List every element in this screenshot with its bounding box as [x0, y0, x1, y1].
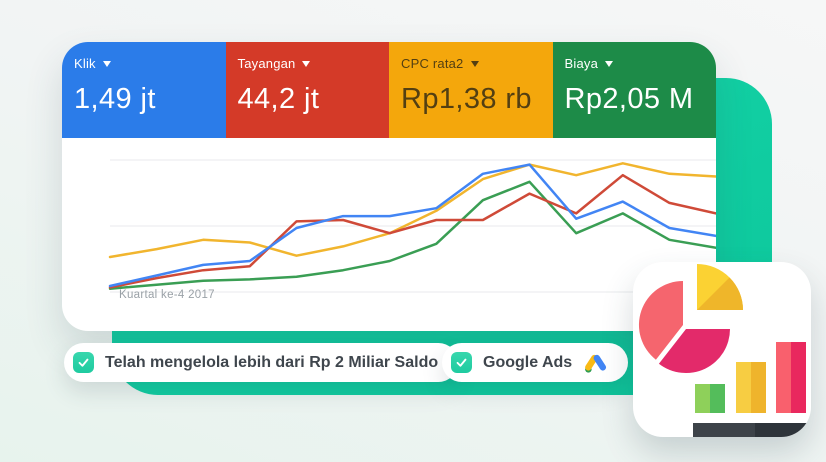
metric-dropdown[interactable]: Biaya: [565, 56, 707, 71]
metric-value: 1,49 jt: [74, 83, 156, 115]
metric-tiles-row: Klik 1,49 jt Tayangan 44,2 jt CPC rata2 …: [62, 42, 716, 138]
metric-tile-klik[interactable]: Klik 1,49 jt: [62, 42, 226, 138]
pie-bar-chart-icon: [638, 264, 811, 437]
caret-down-icon[interactable]: [302, 60, 311, 67]
metric-dropdown[interactable]: CPC rata2: [401, 56, 543, 71]
checkbox-checked-icon[interactable]: [73, 352, 94, 373]
metric-value: 44,2 jt: [237, 83, 320, 115]
metric-tile-tayangan[interactable]: Tayangan 44,2 jt: [225, 42, 389, 138]
checkbox-checked-icon[interactable]: [451, 352, 472, 373]
caret-down-icon[interactable]: [605, 60, 614, 67]
performance-line-chart: Kuartal ke-4 2017: [62, 138, 716, 331]
metric-tile-biaya[interactable]: Biaya Rp2,05 M: [552, 42, 716, 138]
badge-google-ads[interactable]: Google Ads: [442, 343, 629, 382]
metric-dropdown[interactable]: Klik: [74, 56, 216, 71]
metric-label: Klik: [74, 56, 96, 71]
analytics-card: Klik 1,49 jt Tayangan 44,2 jt CPC rata2 …: [62, 42, 716, 331]
badge-label: Telah mengelola lebih dari Rp 2 Miliar S…: [105, 353, 439, 371]
caret-down-icon[interactable]: [102, 60, 111, 67]
line-chart-svg: [108, 159, 716, 293]
charts-app-icon-card: [633, 262, 811, 437]
caret-down-icon[interactable]: [470, 60, 479, 67]
metric-value: Rp2,05 M: [564, 83, 694, 115]
badge-label: Google Ads: [483, 353, 573, 371]
metric-value: Rp1,38 rb: [401, 83, 532, 115]
metric-label: Biaya: [564, 56, 599, 71]
google-ads-logo-icon: [585, 354, 607, 373]
check-icon: [78, 358, 89, 367]
check-icon: [456, 358, 467, 367]
metric-tile-cpc[interactable]: CPC rata2 Rp1,38 rb: [389, 42, 553, 138]
metric-label: Tayangan: [237, 56, 296, 71]
metric-dropdown[interactable]: Tayangan: [238, 56, 380, 71]
chart-x-axis-label: Kuartal ke-4 2017: [119, 289, 215, 301]
metric-label: CPC rata2: [401, 56, 464, 71]
badge-saldo[interactable]: Telah mengelola lebih dari Rp 2 Miliar S…: [64, 343, 459, 382]
